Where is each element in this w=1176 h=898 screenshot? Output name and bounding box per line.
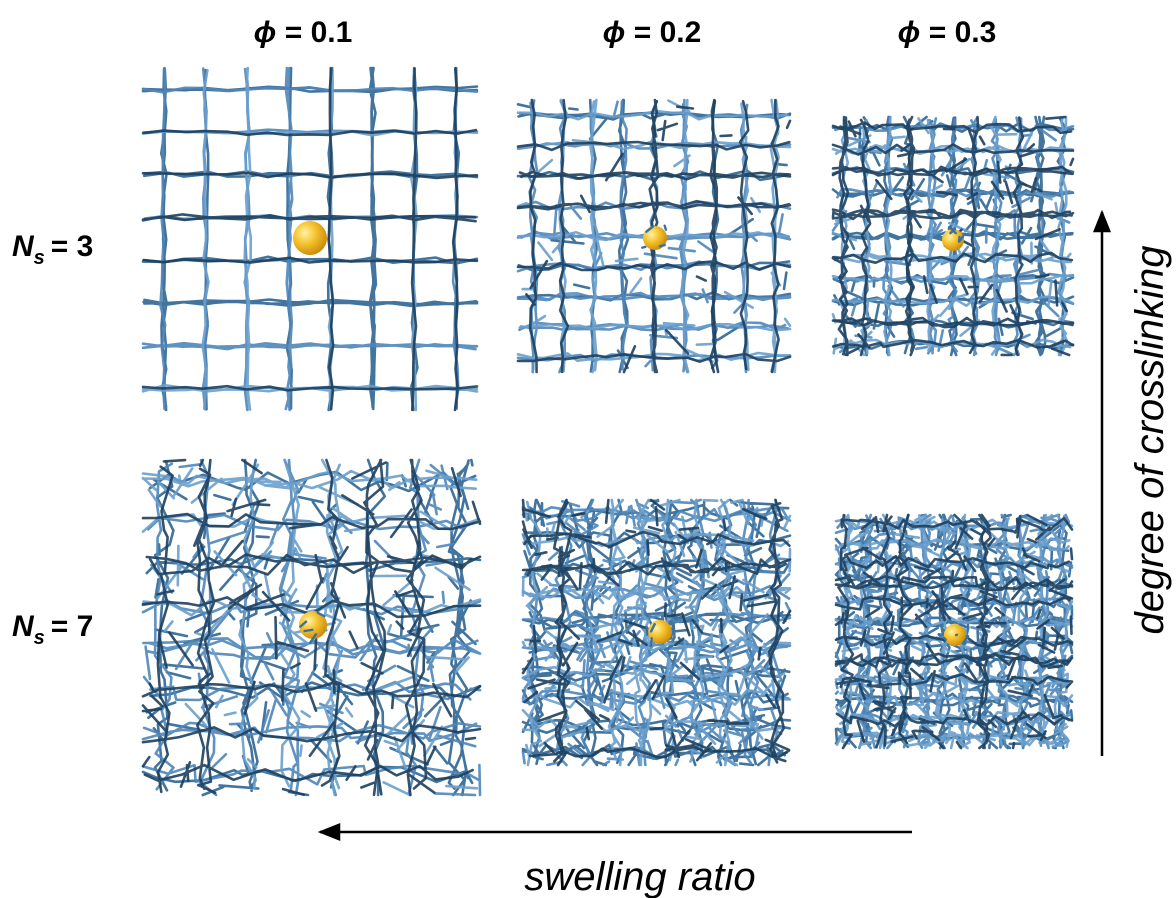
n-value: = 7: [51, 610, 94, 643]
n-subscript: s: [34, 627, 45, 649]
phi-value: = 0.3: [929, 16, 997, 49]
network-panel: [143, 68, 477, 410]
network-panel: [836, 515, 1072, 748]
row-label: Ns = 7: [12, 610, 93, 649]
column-header: ϕ = 0.1: [254, 16, 353, 49]
tracer-particle: [293, 221, 327, 255]
figure: ϕ = 0.1 ϕ = 0.2 ϕ = 0.3 Ns = 3 Ns = 7 swel…: [0, 0, 1176, 898]
n-value: = 3: [51, 230, 94, 263]
column-header: ϕ = 0.3: [898, 16, 997, 49]
network-panel: [518, 100, 790, 372]
n-subscript: s: [34, 247, 45, 269]
network-panels: [143, 68, 1073, 795]
n-symbol: N: [12, 230, 35, 263]
network-panel: [523, 500, 790, 765]
row-label: Ns = 3: [12, 230, 93, 269]
column-header: ϕ = 0.2: [603, 16, 702, 49]
y-arrow-label: degree of crosslinking: [1128, 245, 1172, 634]
phi-symbol: ϕ: [254, 16, 277, 49]
phi-value: = 0.1: [285, 16, 353, 49]
phi-value: = 0.2: [634, 16, 702, 49]
page: ϕ = 0.1 ϕ = 0.2 ϕ = 0.3 Ns = 3 Ns = 7 swel…: [0, 0, 1176, 898]
phi-symbol: ϕ: [603, 16, 626, 49]
x-arrow-label: swelling ratio: [524, 855, 755, 898]
n-symbol: N: [12, 610, 35, 643]
phi-symbol: ϕ: [898, 16, 921, 49]
network-panel: [143, 460, 480, 795]
network-panel: [833, 117, 1073, 355]
